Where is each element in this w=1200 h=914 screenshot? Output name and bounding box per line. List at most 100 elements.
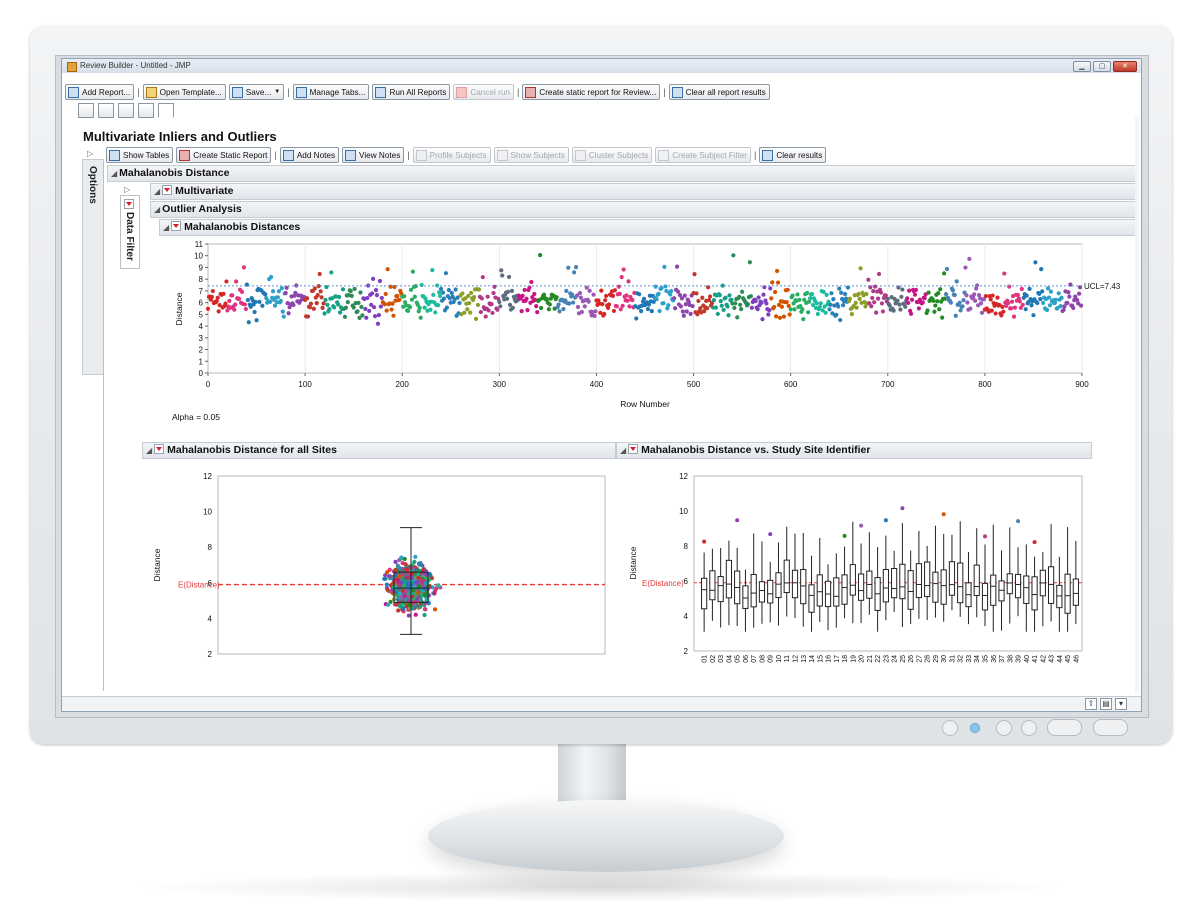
window-list-icon[interactable]: ▤ [1100,698,1112,710]
profile-subjects-button[interactable]: Profile Subjects [412,147,491,163]
data-point [1058,303,1063,309]
show-tables-button[interactable]: Show Tables [106,147,174,163]
data-point [973,298,978,303]
data-point [532,291,537,297]
data-point [694,291,699,296]
expand-options-icon[interactable]: ▷ [87,149,94,158]
data-point [845,285,851,290]
save-button[interactable]: Save... ▼ [228,84,285,100]
data-point [719,303,724,308]
tab-report-3[interactable] [118,103,134,118]
layout-menu-icon[interactable]: ▾ [1115,698,1127,710]
data-point [795,292,800,297]
data-point [879,301,885,306]
red-triangle-menu-icon[interactable] [124,199,134,209]
data-filter-panel[interactable]: Data Filter [120,195,140,269]
expand-data-filter-icon[interactable]: ▷ [124,185,131,194]
create-subject-filter-button[interactable]: Create Subject Filter [655,147,751,163]
navigate-up-icon[interactable]: ⇧ [1085,698,1097,710]
options-panel[interactable]: Options [82,159,104,375]
data-point [842,291,848,297]
x-tick-label: 35 [983,655,990,663]
tab-report-4[interactable] [138,103,154,118]
data-point [405,567,410,572]
red-triangle-menu-icon[interactable] [154,444,165,454]
add-notes-button[interactable]: Add Notes [279,147,340,163]
x-tick-label: 09 [768,655,775,663]
disclosure-icon[interactable]: ◢ [163,223,170,232]
show-subjects-button[interactable]: Show Subjects [493,147,569,163]
tab-report-1[interactable] [78,103,94,118]
data-point [308,301,314,306]
data-point [686,299,691,304]
x-tick-label: 400 [590,380,604,389]
data-point [430,268,435,273]
clear-results-button[interactable]: Clear results [759,147,827,163]
maximize-button[interactable]: ▢ [1093,61,1111,72]
disclosure-icon[interactable]: ◢ [154,187,161,196]
box [957,562,964,604]
tab-report-2[interactable] [98,103,114,118]
close-button[interactable]: ✕ [1113,61,1137,72]
data-point [920,300,925,305]
data-point [498,304,503,309]
minimize-button[interactable]: ▁ [1073,61,1091,72]
red-triangle-menu-icon[interactable] [171,221,182,231]
tab-report-5[interactable] [158,103,174,118]
box [791,569,799,599]
options-label: Options [87,166,98,204]
data-point [252,309,257,315]
data-point [723,295,728,300]
data-point [968,306,973,311]
data-point [433,310,438,315]
data-point [370,291,375,296]
clear-all-results-button[interactable]: Clear all report results [668,84,770,100]
data-point [903,304,908,309]
outline-multivariate[interactable]: ◢ Multivariate [150,183,1136,200]
data-point [291,302,296,308]
data-point [753,298,758,304]
x-tick-label: 28 [925,655,932,663]
x-tick-label: 37 [999,655,1006,663]
view-notes-button[interactable]: View Notes [342,147,405,163]
vertical-scrollbar[interactable] [1135,117,1139,693]
run-all-reports-button[interactable]: Run All Reports [372,84,451,100]
data-point [953,313,958,318]
y-tick-label: 3 [199,334,204,343]
red-triangle-menu-icon[interactable] [628,444,639,454]
x-tick-label: 18 [842,655,849,663]
disclosure-icon[interactable]: ◢ [620,446,627,455]
manage-tabs-button[interactable]: Manage Tabs... [292,84,370,100]
disclosure-icon[interactable]: ◢ [154,205,161,214]
data-point [836,304,841,309]
x-tick-label: 16 [826,655,833,663]
cancel-run-button[interactable]: Cancel run [453,84,514,100]
data-point [1031,313,1036,318]
data-point [396,574,402,579]
y-tick-label: 6 [199,299,204,308]
data-point [390,301,395,306]
box [1072,578,1079,606]
outline-outlier-analysis[interactable]: ◢ Outlier Analysis [150,201,1136,218]
create-static-report-review-button[interactable]: Create static report for Review... [522,84,661,100]
data-point [216,309,221,314]
data-point [732,305,737,311]
outline-mahalanobis-distances[interactable]: ◢ Mahalanobis Distances [159,219,1136,236]
data-point [575,304,581,310]
x-tick-label: 800 [978,380,992,389]
data-point [527,285,532,290]
data-point [709,301,715,306]
outline-vs-site[interactable]: ◢ Mahalanobis Distance vs. Study Site Ide… [616,442,1092,459]
data-point [818,301,823,306]
red-triangle-menu-icon[interactable] [162,185,173,195]
cluster-subjects-button[interactable]: Cluster Subjects [571,147,653,163]
box [701,577,708,610]
disclosure-icon[interactable]: ◢ [111,169,118,178]
outline-all-sites[interactable]: ◢ Mahalanobis Distance for all Sites [142,442,616,459]
disclosure-icon[interactable]: ◢ [146,446,153,455]
add-report-button[interactable]: Add Report... [65,84,135,100]
create-static-report-button[interactable]: Create Static Report [176,147,272,163]
outline-mahalanobis-distance[interactable]: ◢ Mahalanobis Distance [107,165,1136,182]
data-point [700,295,705,300]
open-template-button[interactable]: Open Template... [142,84,226,100]
